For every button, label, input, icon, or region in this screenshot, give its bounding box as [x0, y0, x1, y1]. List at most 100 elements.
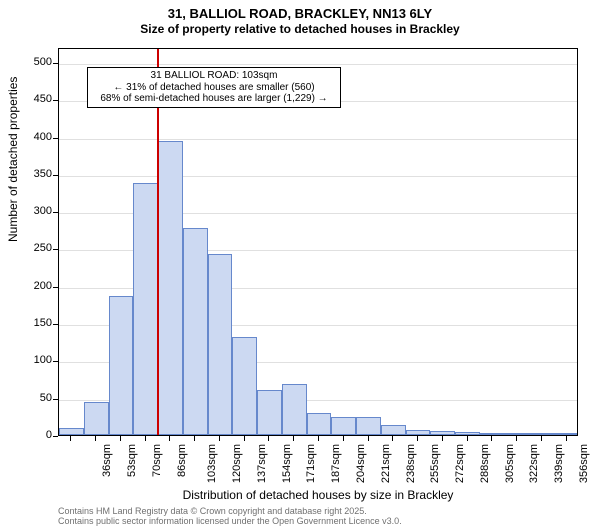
annotation-box: 31 BALLIOL ROAD: 103sqm← 31% of detached… — [87, 67, 341, 108]
xtick-label: 288sqm — [479, 444, 491, 483]
ytick-label: 50 — [12, 392, 52, 404]
histogram-bar — [183, 228, 208, 435]
histogram-bar — [455, 432, 480, 435]
ytick-mark — [53, 63, 58, 64]
xtick-label: 36sqm — [101, 444, 113, 477]
subtitle-text: Size of property relative to detached ho… — [140, 22, 459, 36]
ytick-label: 150 — [12, 317, 52, 329]
plot-wrap: 31 BALLIOL ROAD: 103sqm← 31% of detached… — [58, 48, 578, 436]
chart-subtitle: Size of property relative to detached ho… — [0, 22, 600, 36]
xtick-mark — [244, 436, 245, 441]
ytick-label: 350 — [12, 168, 52, 180]
ytick-mark — [53, 436, 58, 437]
histogram-bar — [84, 402, 109, 435]
histogram-bar — [331, 417, 356, 435]
xtick-mark — [70, 436, 71, 441]
histogram-bar — [406, 430, 431, 435]
ytick-label: 450 — [12, 93, 52, 105]
xtick-label: 53sqm — [126, 444, 138, 477]
xtick-label: 103sqm — [207, 444, 219, 483]
xtick-mark — [194, 436, 195, 441]
xtick-label: 154sqm — [281, 444, 293, 483]
xtick-mark — [368, 436, 369, 441]
xtick-mark — [516, 436, 517, 441]
xtick-mark — [293, 436, 294, 441]
footer-line-2: Contains public sector information licen… — [58, 516, 402, 526]
plot-area: 31 BALLIOL ROAD: 103sqm← 31% of detached… — [58, 48, 578, 436]
xtick-label: 204sqm — [355, 444, 367, 483]
xtick-label: 86sqm — [176, 444, 188, 477]
ytick-mark — [53, 175, 58, 176]
histogram-bar — [158, 141, 183, 435]
ytick-mark — [53, 138, 58, 139]
xtick-label: 305sqm — [504, 444, 516, 483]
histogram-bar — [505, 433, 530, 435]
footer-line-1: Contains HM Land Registry data © Crown c… — [58, 506, 367, 516]
title-text: 31, BALLIOL ROAD, BRACKLEY, NN13 6LY — [168, 6, 432, 21]
histogram-bar — [554, 433, 578, 435]
ytick-mark — [53, 100, 58, 101]
xtick-mark — [95, 436, 96, 441]
xtick-label: 221sqm — [380, 444, 392, 483]
histogram-bar — [133, 183, 158, 435]
xtick-mark — [343, 436, 344, 441]
xtick-label: 272sqm — [454, 444, 466, 483]
xtick-label: 322sqm — [528, 444, 540, 483]
histogram-bar — [282, 384, 307, 435]
histogram-bar — [480, 433, 505, 435]
ytick-mark — [53, 249, 58, 250]
histogram-bar — [208, 254, 233, 435]
histogram-bar — [307, 413, 332, 435]
xtick-label: 171sqm — [306, 444, 318, 483]
annotation-line: 31 BALLIOL ROAD: 103sqm — [92, 70, 336, 82]
xtick-label: 120sqm — [231, 444, 243, 483]
histogram-bar — [109, 296, 134, 435]
ytick-label: 500 — [12, 56, 52, 68]
xtick-label: 255sqm — [429, 444, 441, 483]
histogram-bar — [356, 417, 381, 435]
ytick-label: 400 — [12, 131, 52, 143]
histogram-bar — [257, 390, 282, 436]
xtick-mark — [417, 436, 418, 441]
ytick-label: 100 — [12, 354, 52, 366]
ytick-label: 0 — [12, 429, 52, 441]
xtick-mark — [169, 436, 170, 441]
histogram-bar — [381, 425, 406, 435]
xtick-label: 238sqm — [405, 444, 417, 483]
xtick-label: 70sqm — [151, 444, 163, 477]
xtick-mark — [491, 436, 492, 441]
footer: Contains HM Land Registry data © Crown c… — [58, 506, 402, 527]
gridline — [59, 64, 577, 65]
histogram-bar — [529, 433, 554, 435]
xtick-mark — [268, 436, 269, 441]
xtick-mark — [467, 436, 468, 441]
xtick-label: 187sqm — [330, 444, 342, 483]
histogram-bar — [59, 428, 84, 435]
ytick-label: 300 — [12, 205, 52, 217]
ytick-mark — [53, 324, 58, 325]
xtick-mark — [318, 436, 319, 441]
ytick-mark — [53, 361, 58, 362]
ytick-mark — [53, 212, 58, 213]
ytick-mark — [53, 287, 58, 288]
histogram-bar — [430, 431, 455, 435]
histogram-bar — [232, 337, 257, 435]
xtick-mark — [392, 436, 393, 441]
chart-title: 31, BALLIOL ROAD, BRACKLEY, NN13 6LY — [0, 0, 600, 22]
ytick-mark — [53, 399, 58, 400]
xtick-mark — [219, 436, 220, 441]
annotation-line: 68% of semi-detached houses are larger (… — [92, 93, 336, 105]
annotation-line: ← 31% of detached houses are smaller (56… — [92, 82, 336, 94]
xtick-label: 137sqm — [256, 444, 268, 483]
xtick-label: 356sqm — [578, 444, 590, 483]
xtick-label: 339sqm — [553, 444, 565, 483]
xtick-mark — [541, 436, 542, 441]
gridline — [59, 176, 577, 177]
ytick-label: 200 — [12, 280, 52, 292]
gridline — [59, 139, 577, 140]
xtick-mark — [566, 436, 567, 441]
xtick-mark — [120, 436, 121, 441]
ytick-label: 250 — [12, 242, 52, 254]
chart-container: 31, BALLIOL ROAD, BRACKLEY, NN13 6LY Siz… — [0, 0, 600, 500]
xtick-mark — [442, 436, 443, 441]
